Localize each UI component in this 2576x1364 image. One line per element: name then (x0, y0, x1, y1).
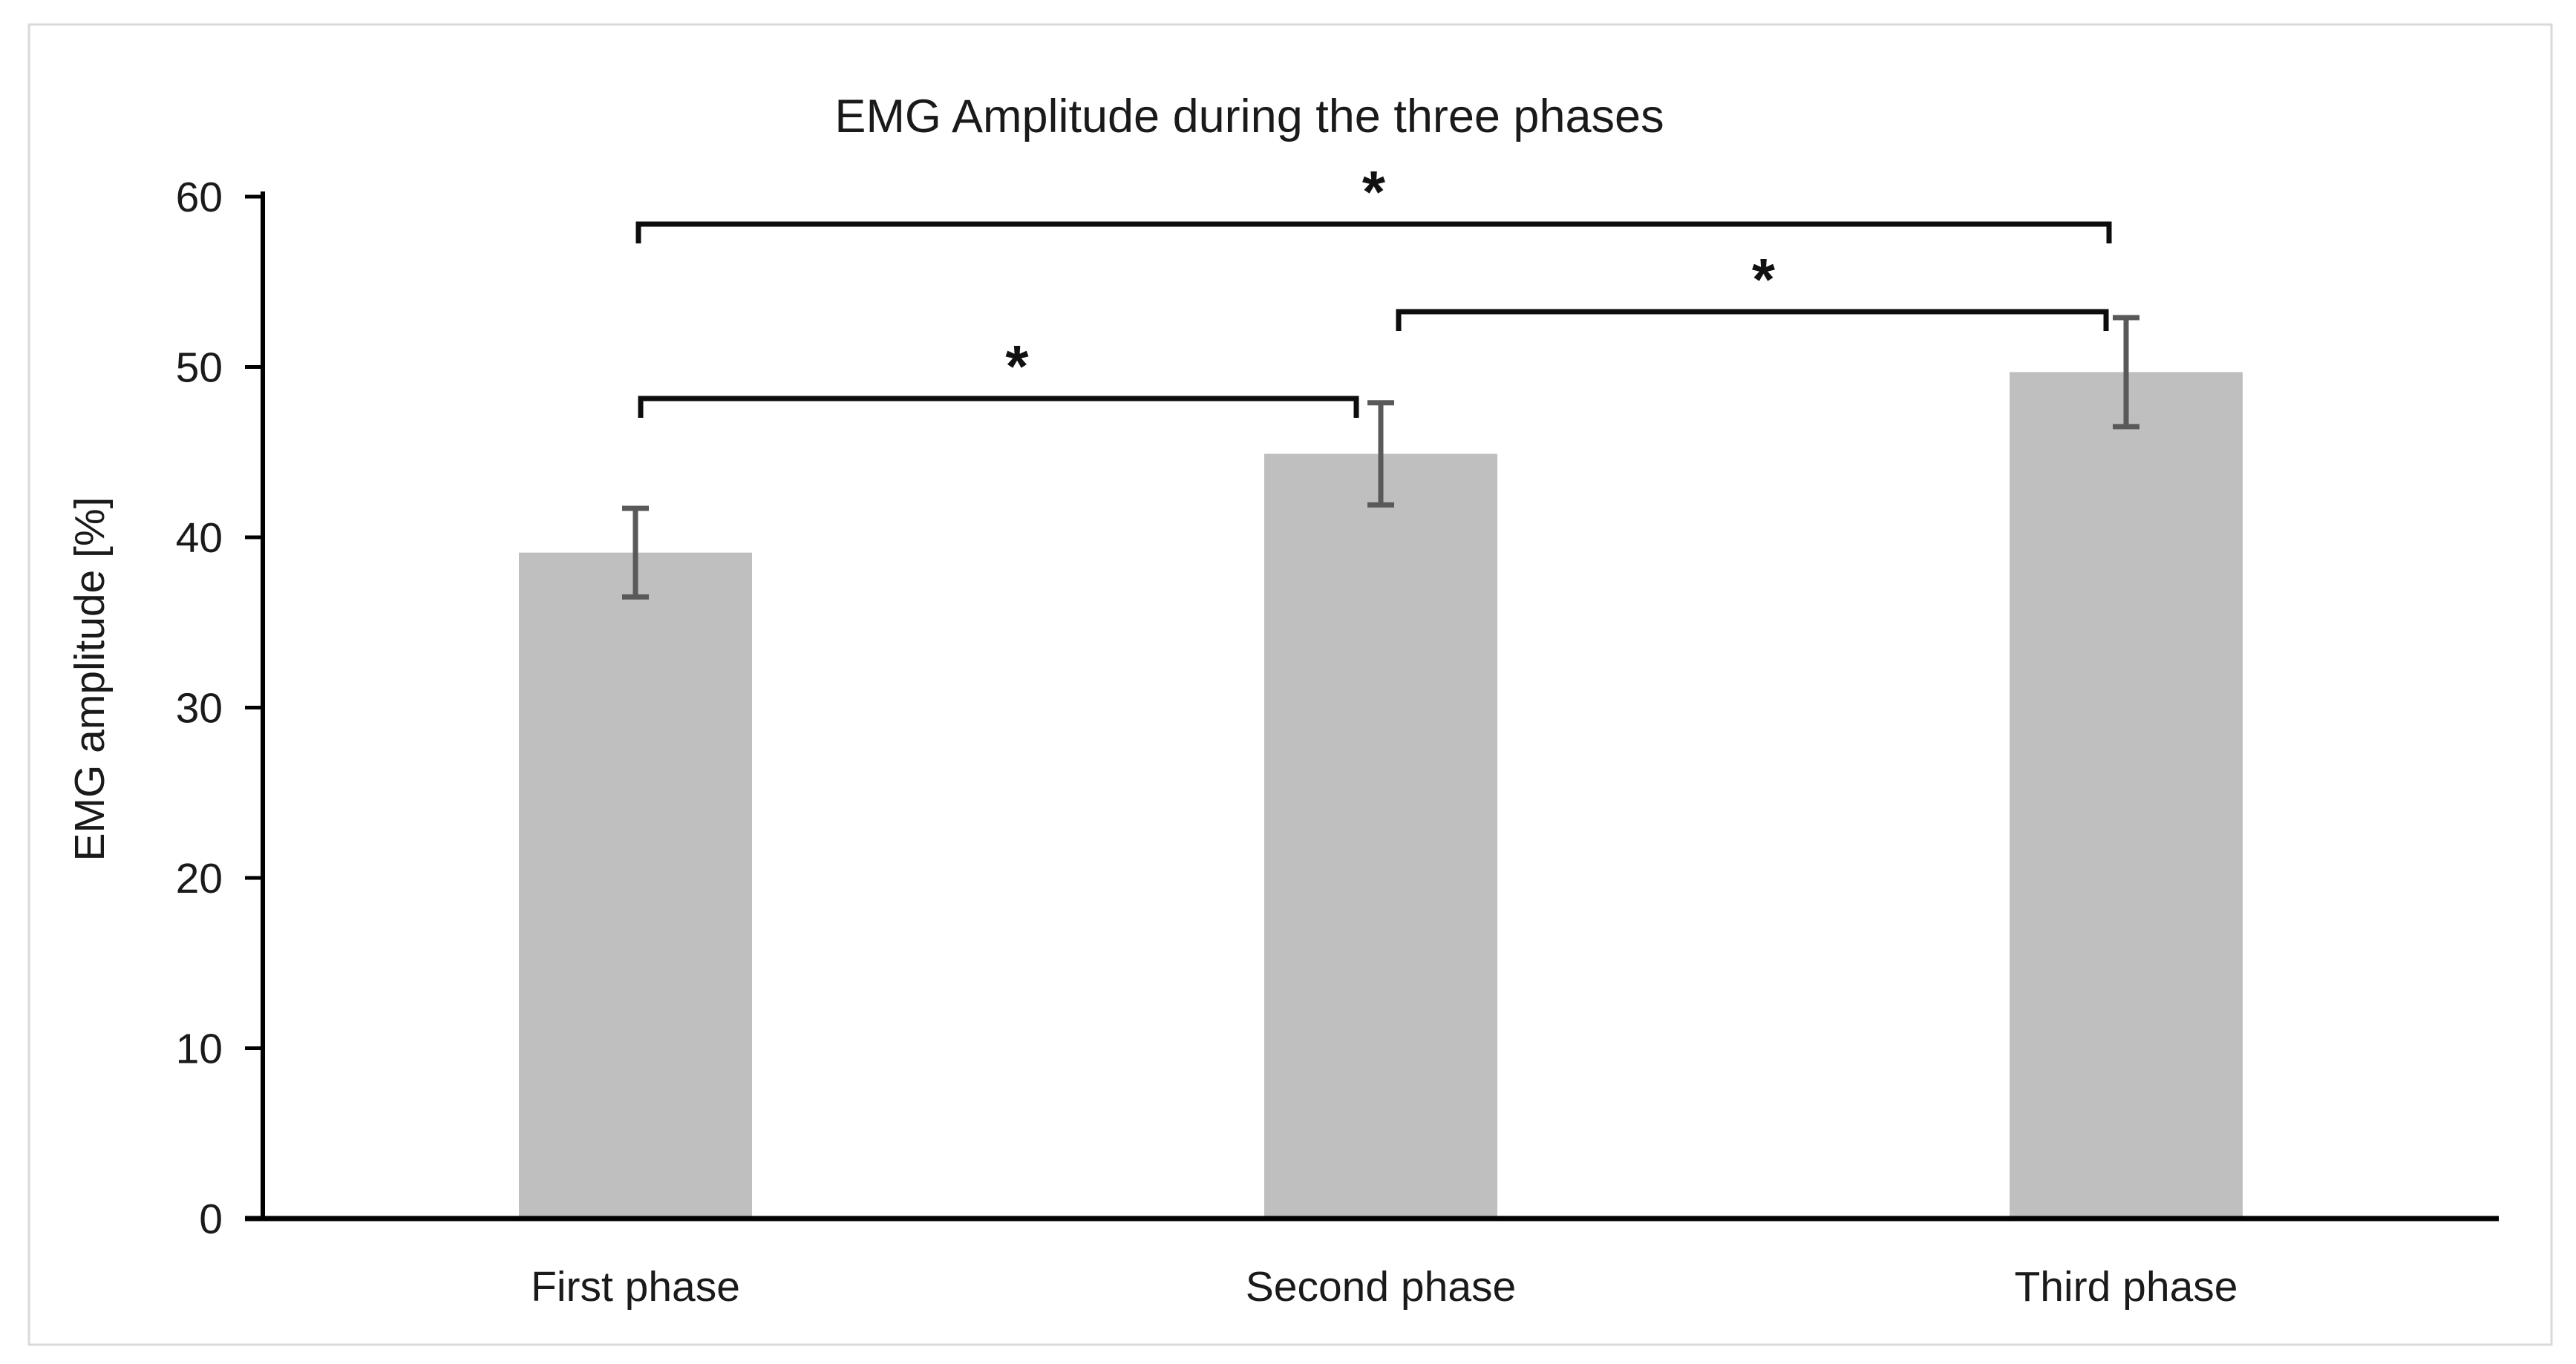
category-label-third-phase: Third phase (2014, 1263, 2237, 1311)
significance-bracket-2 (1396, 309, 2109, 331)
error-bar-third-phase (2113, 315, 2139, 430)
significance-asterisk-3: * (1362, 159, 1386, 225)
significance-asterisk-1: * (1005, 333, 1029, 399)
category-label-first-phase: First phase (531, 1263, 740, 1311)
y-axis-title: EMG amplitude [%] (66, 496, 114, 861)
y-tick-label-0: 0 (199, 1196, 223, 1243)
category-label-second-phase: Second phase (1246, 1263, 1516, 1311)
y-tick-label-30: 30 (176, 685, 223, 732)
significance-bracket-3 (635, 221, 2112, 243)
y-tick-label-10: 10 (176, 1026, 223, 1073)
y-tick-label-50: 50 (176, 344, 223, 392)
y-tick-label-60: 60 (176, 174, 223, 221)
significance-bracket-1 (638, 396, 1359, 418)
y-tick-label-40: 40 (176, 514, 223, 562)
error-bar-second-phase (1367, 400, 1394, 508)
error-bar-first-phase (622, 505, 649, 600)
y-tick-label-20: 20 (176, 855, 223, 902)
significance-asterisk-2: * (1752, 246, 1776, 312)
chart-title: EMG Amplitude during the three phases (834, 91, 1664, 142)
bar-third-phase (2010, 372, 2243, 1219)
bar-second-phase (1264, 453, 1497, 1219)
chart-border (27, 23, 2553, 1346)
bar-first-phase (519, 552, 752, 1219)
